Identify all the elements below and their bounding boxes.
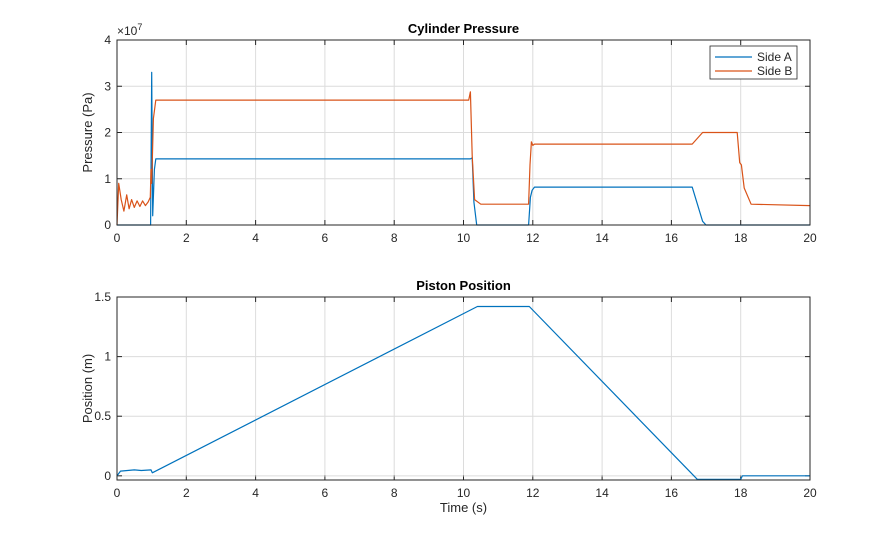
y-tick-label: 0 bbox=[104, 469, 111, 483]
subplot-2: 0 2 4 6 8 10 12 14 16 18 20 0 0.5 1 1.5 Piston Position… bbox=[80, 278, 817, 515]
x-tick-label: 14 bbox=[595, 231, 609, 245]
y-tick-label: 0 bbox=[104, 218, 111, 232]
series-line-side-b bbox=[116, 91, 811, 226]
exponent-base: ×10 bbox=[117, 24, 138, 38]
x-tick-label: 20 bbox=[803, 486, 817, 500]
x-tick-label: 6 bbox=[322, 231, 329, 245]
x-tick-label: 4 bbox=[252, 231, 259, 245]
x-tick-label: 0 bbox=[114, 486, 121, 500]
chart-title: Piston Position bbox=[416, 278, 511, 293]
x-axis-label: Time (s) bbox=[440, 500, 487, 515]
x-tick-label: 6 bbox=[322, 486, 329, 500]
x-tick-label: 10 bbox=[457, 486, 471, 500]
x-tick-label: 14 bbox=[595, 486, 609, 500]
y-tick-label: 1 bbox=[104, 172, 111, 186]
y-axis-label: Position (m) bbox=[80, 354, 95, 423]
x-tick-label: 8 bbox=[391, 231, 398, 245]
x-tick-label: 8 bbox=[391, 486, 398, 500]
x-tick-label: 18 bbox=[734, 486, 748, 500]
axes-box bbox=[116, 39, 811, 226]
x-tick-label: 12 bbox=[526, 231, 540, 245]
y-tick-label: 1 bbox=[104, 350, 111, 364]
legend-label: Side B bbox=[757, 64, 792, 78]
exponent-power: 7 bbox=[137, 22, 142, 32]
y-tick-label: 2 bbox=[104, 126, 111, 140]
x-tick-label: 20 bbox=[803, 231, 817, 245]
x-tick-label: 12 bbox=[526, 486, 540, 500]
y-tick-label: 4 bbox=[104, 33, 111, 47]
y-tick-label: 3 bbox=[104, 79, 111, 93]
x-tick-label: 2 bbox=[183, 486, 190, 500]
legend-label: Side A bbox=[757, 50, 792, 64]
y-axis-label: Pressure (Pa) bbox=[80, 92, 95, 172]
y-tick-label: 0.5 bbox=[94, 409, 111, 423]
x-tick-label: 4 bbox=[252, 486, 259, 500]
y-exponent-label: ×107 bbox=[117, 22, 142, 38]
x-tick-label: 10 bbox=[457, 231, 471, 245]
y-tick-label: 1.5 bbox=[94, 290, 111, 304]
x-tick-label: 2 bbox=[183, 231, 190, 245]
x-tick-label: 18 bbox=[734, 231, 748, 245]
x-tick-label: 0 bbox=[114, 231, 121, 245]
series-line-position bbox=[116, 305, 810, 480]
axes-box bbox=[116, 296, 811, 481]
chart-title: Cylinder Pressure bbox=[408, 21, 519, 36]
x-tick-label: 16 bbox=[665, 231, 679, 245]
x-tick-label: 16 bbox=[665, 486, 679, 500]
